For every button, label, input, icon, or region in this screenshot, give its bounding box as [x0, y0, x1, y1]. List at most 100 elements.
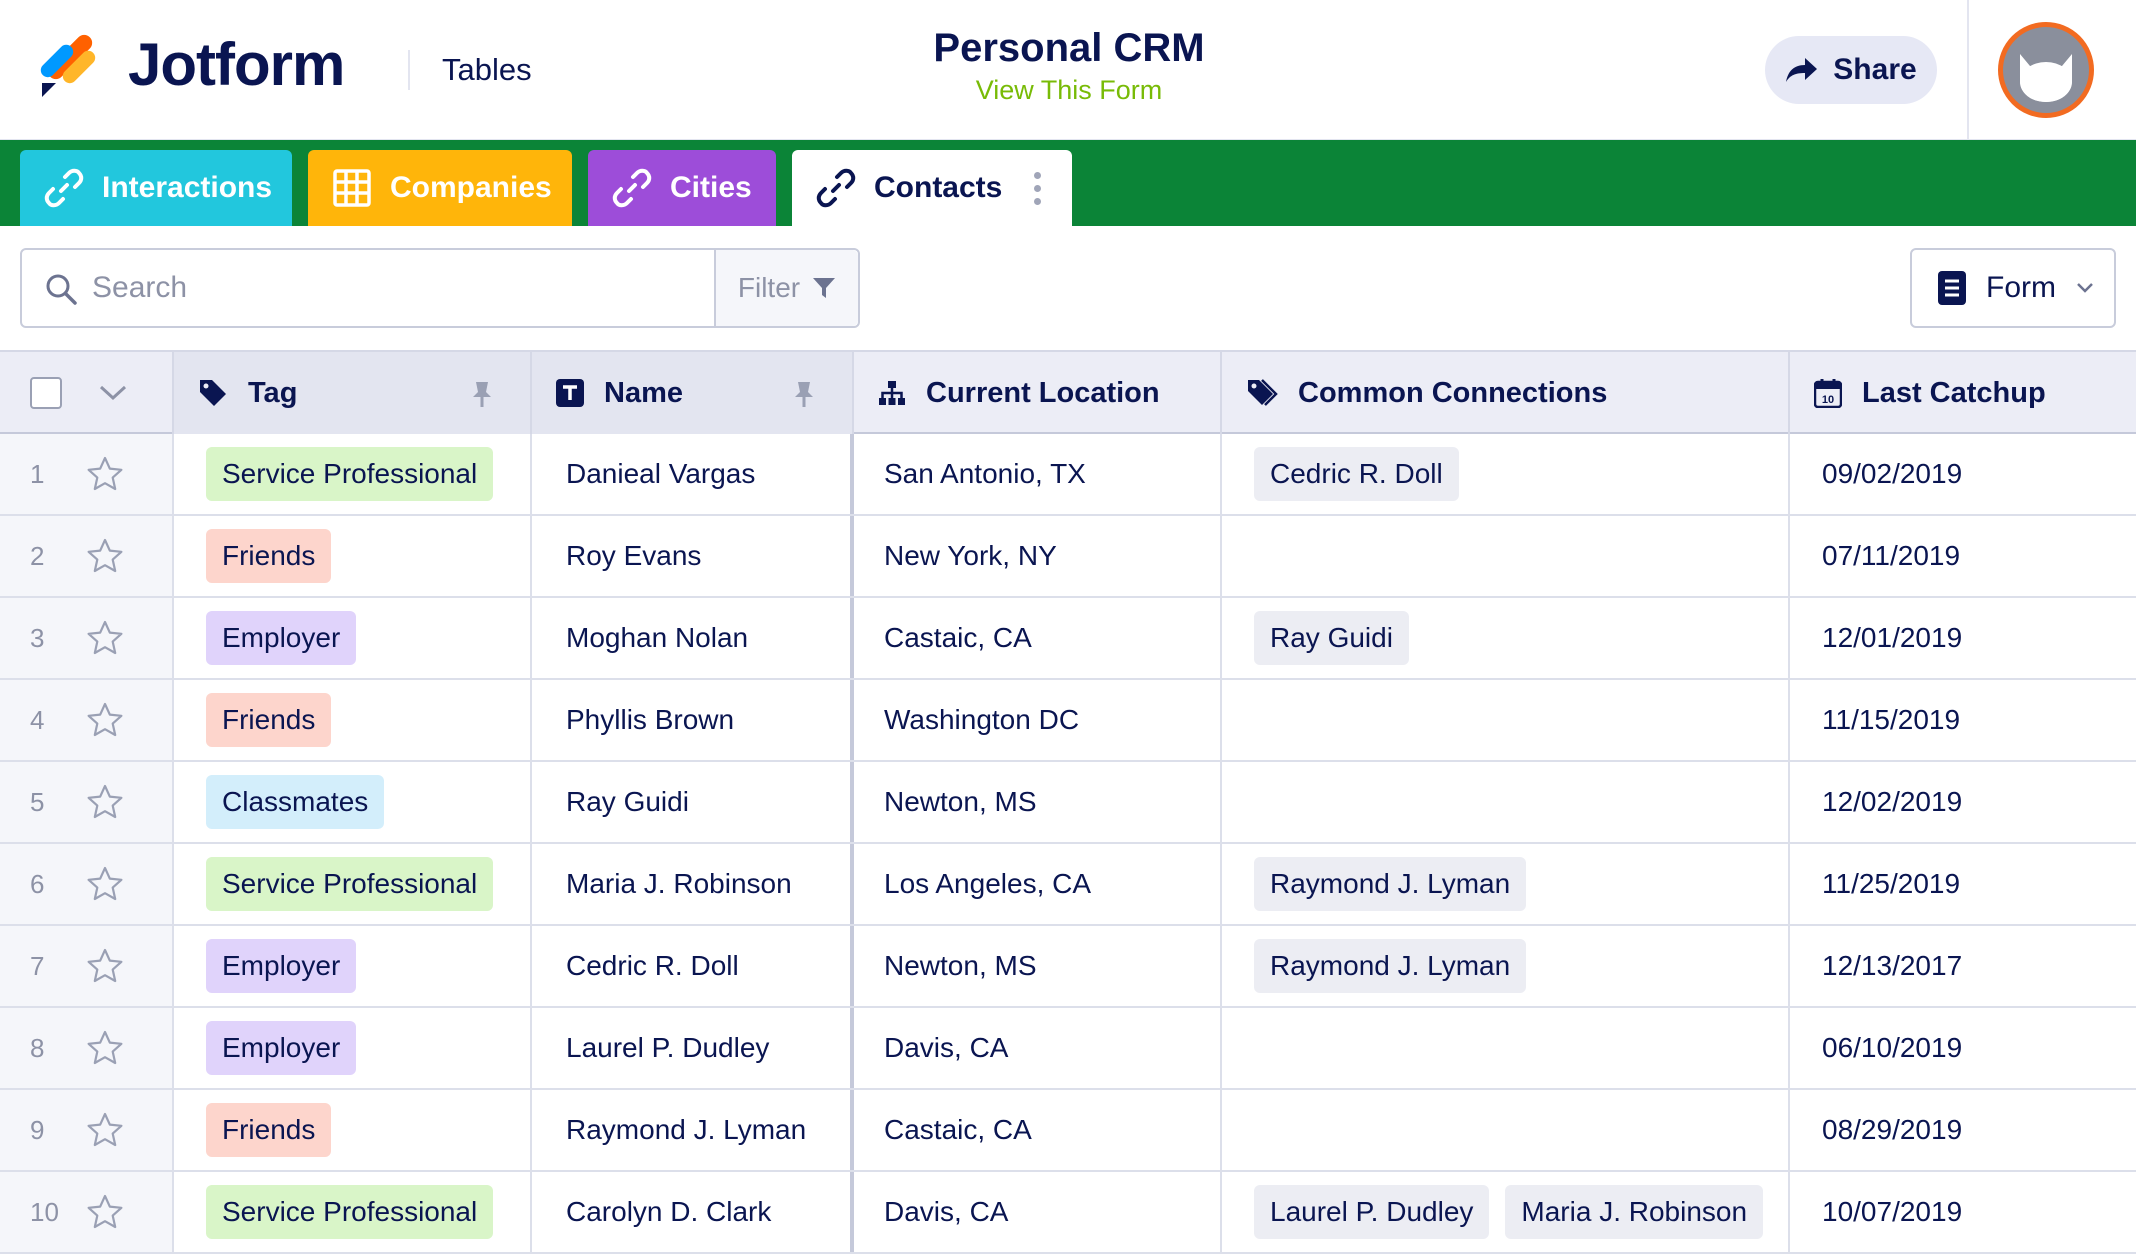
- connections-cell[interactable]: [1222, 516, 1790, 596]
- tag-cell[interactable]: Employer: [174, 598, 532, 678]
- column-header-last-catchup[interactable]: 10 Last Catchup: [1790, 352, 2136, 434]
- last-catchup-cell[interactable]: 12/02/2019: [1790, 762, 2136, 842]
- connections-cell[interactable]: Ray Guidi: [1222, 598, 1790, 678]
- name-cell[interactable]: Cedric R. Doll: [532, 926, 854, 1006]
- name-cell[interactable]: Carolyn D. Clark: [532, 1172, 854, 1252]
- tag-badge: Service Professional: [206, 1185, 494, 1239]
- row-number: 7: [30, 950, 45, 981]
- tab-cities[interactable]: Cities: [588, 150, 776, 226]
- last-catchup-cell[interactable]: 06/10/2019: [1790, 1008, 2136, 1088]
- table-row[interactable]: 3 Employer Moghan Nolan Castaic, CA Ray …: [0, 598, 2136, 680]
- location-cell[interactable]: Newton, MS: [854, 926, 1222, 1006]
- chevron-down-icon[interactable]: [98, 384, 128, 402]
- location-cell[interactable]: San Antonio, TX: [854, 434, 1222, 514]
- table-row[interactable]: 9 Friends Raymond J. Lyman Castaic, CA 0…: [0, 1090, 2136, 1172]
- jotform-logo[interactable]: Jotform: [40, 30, 345, 99]
- connection-chip[interactable]: Maria J. Robinson: [1505, 1185, 1764, 1239]
- tag-cell[interactable]: Employer: [174, 926, 532, 1006]
- name-cell[interactable]: Phyllis Brown: [532, 680, 854, 760]
- column-header-current-location[interactable]: Current Location: [854, 352, 1222, 434]
- star-icon[interactable]: [86, 620, 124, 656]
- form-view-button[interactable]: Form: [1910, 248, 2116, 328]
- connections-cell[interactable]: Cedric R. Doll: [1222, 434, 1790, 514]
- location-cell[interactable]: New York, NY: [854, 516, 1222, 596]
- tag-cell[interactable]: Service Professional: [174, 434, 532, 514]
- tag-cell[interactable]: Friends: [174, 680, 532, 760]
- star-icon[interactable]: [86, 702, 124, 738]
- table-row[interactable]: 6 Service Professional Maria J. Robinson…: [0, 844, 2136, 926]
- connection-chip[interactable]: Raymond J. Lyman: [1254, 857, 1527, 911]
- pin-icon[interactable]: [470, 380, 494, 408]
- tag-cell[interactable]: Service Professional: [174, 1172, 532, 1252]
- connections-cell[interactable]: Raymond J. Lyman: [1222, 844, 1790, 924]
- connections-cell[interactable]: Laurel P. Dudley Maria J. Robinson: [1222, 1172, 1790, 1252]
- last-catchup-date: 07/11/2019: [1822, 540, 1961, 571]
- tag-cell[interactable]: Service Professional: [174, 844, 532, 924]
- name-cell[interactable]: Moghan Nolan: [532, 598, 854, 678]
- connections-cell[interactable]: Raymond J. Lyman: [1222, 926, 1790, 1006]
- last-catchup-cell[interactable]: 11/25/2019: [1790, 844, 2136, 924]
- select-all-checkbox[interactable]: [30, 377, 62, 409]
- star-icon[interactable]: [86, 538, 124, 574]
- last-catchup-cell[interactable]: 07/11/2019: [1790, 516, 2136, 596]
- connection-chip[interactable]: Ray Guidi: [1254, 611, 1409, 665]
- star-icon[interactable]: [86, 1030, 124, 1066]
- table-row[interactable]: 2 Friends Roy Evans New York, NY 07/11/2…: [0, 516, 2136, 598]
- location-cell[interactable]: Castaic, CA: [854, 598, 1222, 678]
- last-catchup-cell[interactable]: 08/29/2019: [1790, 1090, 2136, 1170]
- connections-cell[interactable]: [1222, 1090, 1790, 1170]
- location-cell[interactable]: Davis, CA: [854, 1008, 1222, 1088]
- connections-cell[interactable]: [1222, 680, 1790, 760]
- table-row[interactable]: 4 Friends Phyllis Brown Washington DC 11…: [0, 680, 2136, 762]
- star-icon[interactable]: [86, 1194, 124, 1230]
- star-icon[interactable]: [86, 866, 124, 902]
- user-avatar[interactable]: [1998, 22, 2094, 118]
- tag-cell[interactable]: Friends: [174, 516, 532, 596]
- column-header-name[interactable]: Name: [532, 352, 854, 434]
- table-row[interactable]: 10 Service Professional Carolyn D. Clark…: [0, 1172, 2136, 1254]
- last-catchup-cell[interactable]: 11/15/2019: [1790, 680, 2136, 760]
- location-cell[interactable]: Davis, CA: [854, 1172, 1222, 1252]
- search-input[interactable]: [22, 250, 714, 326]
- tab-more-icon[interactable]: [1034, 171, 1042, 205]
- last-catchup-cell[interactable]: 09/02/2019: [1790, 434, 2136, 514]
- view-form-link[interactable]: View This Form: [975, 75, 1163, 105]
- table-row[interactable]: 5 Classmates Ray Guidi Newton, MS 12/02/…: [0, 762, 2136, 844]
- column-header-common-connections[interactable]: Common Connections: [1222, 352, 1790, 434]
- name-cell[interactable]: Raymond J. Lyman: [532, 1090, 854, 1170]
- last-catchup-cell[interactable]: 10/07/2019: [1790, 1172, 2136, 1252]
- table-row[interactable]: 8 Employer Laurel P. Dudley Davis, CA 06…: [0, 1008, 2136, 1090]
- connection-chip[interactable]: Laurel P. Dudley: [1254, 1185, 1490, 1239]
- connection-chip[interactable]: Raymond J. Lyman: [1254, 939, 1527, 993]
- connection-chip[interactable]: Cedric R. Doll: [1254, 447, 1459, 501]
- name-cell[interactable]: Danieal Vargas: [532, 434, 854, 514]
- name-cell[interactable]: Roy Evans: [532, 516, 854, 596]
- tab-companies[interactable]: Companies: [308, 150, 572, 226]
- location-cell[interactable]: Washington DC: [854, 680, 1222, 760]
- tab-contacts[interactable]: Contacts: [792, 150, 1072, 226]
- tab-interactions[interactable]: Interactions: [20, 150, 292, 226]
- pin-icon[interactable]: [792, 380, 816, 408]
- location-cell[interactable]: Los Angeles, CA: [854, 844, 1222, 924]
- table-row[interactable]: 1 Service Professional Danieal Vargas Sa…: [0, 434, 2136, 516]
- tag-cell[interactable]: Employer: [174, 1008, 532, 1088]
- connections-cell[interactable]: [1222, 762, 1790, 842]
- column-header-tag[interactable]: Tag: [174, 352, 532, 434]
- connections-cell[interactable]: [1222, 1008, 1790, 1088]
- name-cell[interactable]: Ray Guidi: [532, 762, 854, 842]
- tag-cell[interactable]: Friends: [174, 1090, 532, 1170]
- star-icon[interactable]: [86, 1112, 124, 1148]
- last-catchup-cell[interactable]: 12/01/2019: [1790, 598, 2136, 678]
- filter-button[interactable]: Filter: [714, 250, 858, 326]
- share-button[interactable]: Share: [1765, 36, 1937, 104]
- star-icon[interactable]: [86, 784, 124, 820]
- tag-cell[interactable]: Classmates: [174, 762, 532, 842]
- star-icon[interactable]: [86, 456, 124, 492]
- location-cell[interactable]: Castaic, CA: [854, 1090, 1222, 1170]
- location-cell[interactable]: Newton, MS: [854, 762, 1222, 842]
- star-icon[interactable]: [86, 948, 124, 984]
- name-cell[interactable]: Laurel P. Dudley: [532, 1008, 854, 1088]
- table-row[interactable]: 7 Employer Cedric R. Doll Newton, MS Ray…: [0, 926, 2136, 1008]
- last-catchup-cell[interactable]: 12/13/2017: [1790, 926, 2136, 1006]
- name-cell[interactable]: Maria J. Robinson: [532, 844, 854, 924]
